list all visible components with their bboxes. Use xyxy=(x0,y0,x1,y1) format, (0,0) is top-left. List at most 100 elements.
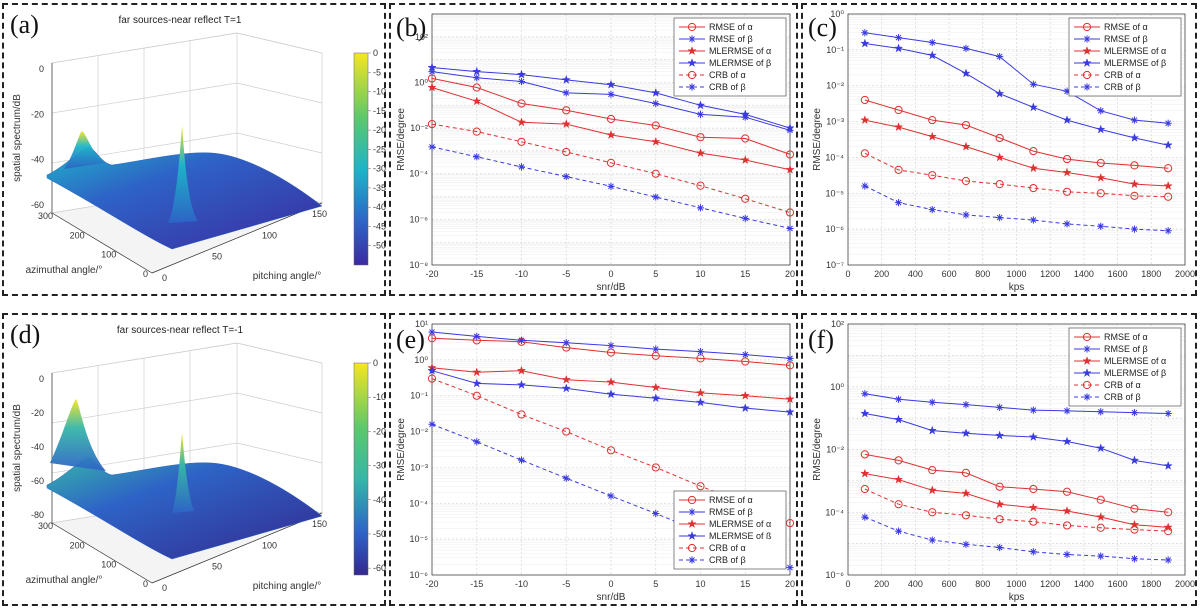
z-grid xyxy=(236,442,323,464)
data-point xyxy=(893,474,904,484)
data-point xyxy=(860,38,870,48)
data-point xyxy=(785,208,795,217)
legend-entry: CRB of β xyxy=(709,555,746,565)
surface-title: far sources-near reflect T=1 xyxy=(119,15,242,26)
x-tick-label: 1800 xyxy=(1141,579,1161,589)
x-tick-label: 1800 xyxy=(1141,269,1161,279)
data-point xyxy=(472,391,481,400)
data-point xyxy=(1163,522,1173,532)
colorbar-tick-label: -45 xyxy=(373,221,386,231)
data-point xyxy=(696,110,705,118)
legend-marker xyxy=(1083,83,1091,91)
legend-marker xyxy=(1082,70,1092,80)
series-line xyxy=(864,152,1169,198)
data-point xyxy=(652,345,660,353)
plot-border xyxy=(431,323,791,576)
z-grid xyxy=(236,82,323,104)
series-4 xyxy=(860,38,1173,150)
x-tick-label: 1000 xyxy=(1006,269,1026,279)
y-axis-label: RMSE/degree xyxy=(396,418,407,481)
colorbar xyxy=(353,362,369,576)
y-tick-label: 10⁻⁶ xyxy=(410,570,429,580)
colorbar-tick-label: -5 xyxy=(373,67,381,77)
series-5 xyxy=(860,149,1173,201)
left-peak xyxy=(50,399,106,471)
data-point xyxy=(1096,443,1106,453)
data-point xyxy=(740,403,750,413)
z-tick-label: -60 xyxy=(31,476,44,486)
data-point xyxy=(1130,555,1139,563)
data-point xyxy=(1163,180,1173,191)
data-point xyxy=(651,87,661,97)
x-tick-label: 200 xyxy=(874,579,889,589)
series-6 xyxy=(861,513,1172,564)
series-line xyxy=(431,123,791,213)
data-point xyxy=(1029,548,1037,556)
data-point xyxy=(562,147,571,157)
data-point xyxy=(1062,167,1072,177)
legend-entry: MLERMSE of α xyxy=(709,519,771,529)
data-point xyxy=(1097,408,1105,416)
surface-panel-d: (d) far sources-near reflect T=-1 0 -20 -40 -… xyxy=(10,320,386,593)
data-point xyxy=(861,390,869,398)
series-line xyxy=(864,32,1169,124)
data-point xyxy=(860,408,870,418)
data-point xyxy=(860,484,869,494)
y-tick-label: 10⁻² xyxy=(826,445,844,455)
data-point xyxy=(1062,506,1072,515)
data-point xyxy=(1097,222,1105,230)
z-tick-label: -60 xyxy=(31,200,44,210)
series-line xyxy=(864,119,1169,187)
data-point xyxy=(741,214,749,223)
y-tick-label: 10⁻³ xyxy=(826,117,844,127)
data-point xyxy=(472,66,482,76)
surface-panel-a: (a) far sources-near reflect T=1 0 -20 -40 -6… xyxy=(10,10,386,283)
series-4 xyxy=(427,365,795,417)
series-2 xyxy=(861,29,1172,127)
data-point xyxy=(562,427,571,436)
data-point xyxy=(695,148,706,158)
data-point xyxy=(927,50,937,60)
legend-marker xyxy=(1082,58,1092,68)
legend-entry: CRB of α xyxy=(1104,380,1141,390)
data-point xyxy=(1130,191,1139,200)
data-point xyxy=(785,150,795,159)
series-6 xyxy=(861,182,1172,235)
legend-marker xyxy=(1083,345,1091,353)
series-line xyxy=(864,413,1169,467)
legend-entry: RMSE of α xyxy=(709,495,753,505)
data-point xyxy=(861,29,869,37)
data-point xyxy=(1164,527,1173,536)
data-point xyxy=(1164,119,1172,127)
data-point xyxy=(561,374,571,384)
data-point xyxy=(1164,164,1173,173)
colorbar-tick-label: -60 xyxy=(373,563,386,573)
data-point xyxy=(427,82,437,92)
data-point xyxy=(1062,521,1072,530)
y-tick-label: 0 xyxy=(162,583,167,593)
z-grid xyxy=(236,342,323,364)
data-point xyxy=(741,134,750,143)
series-line xyxy=(864,43,1169,146)
data-point xyxy=(927,425,937,435)
y-axis-label: pitching angle/° xyxy=(253,581,322,592)
panel-a-frame xyxy=(2,3,386,296)
data-point xyxy=(517,336,526,344)
series-line xyxy=(864,393,1169,414)
y-tick-label: 10⁻² xyxy=(826,81,844,91)
colorbar-tick-label: -35 xyxy=(373,183,386,193)
data-point xyxy=(606,377,616,387)
axis-line xyxy=(51,522,153,584)
z-tick-label: -40 xyxy=(31,155,44,165)
x-axis-label: azimuthal angle/° xyxy=(26,265,103,276)
data-point xyxy=(428,143,436,151)
legend-entry: RMSE of β xyxy=(1104,34,1148,44)
data-point xyxy=(651,136,661,146)
data-point xyxy=(786,354,794,362)
data-point xyxy=(785,519,795,528)
series-3 xyxy=(860,115,1173,191)
y-tick-label: 10⁻¹ xyxy=(826,45,844,55)
y-tick-label: 10⁻³ xyxy=(410,462,428,472)
data-point xyxy=(695,100,706,110)
series-6 xyxy=(428,143,794,233)
